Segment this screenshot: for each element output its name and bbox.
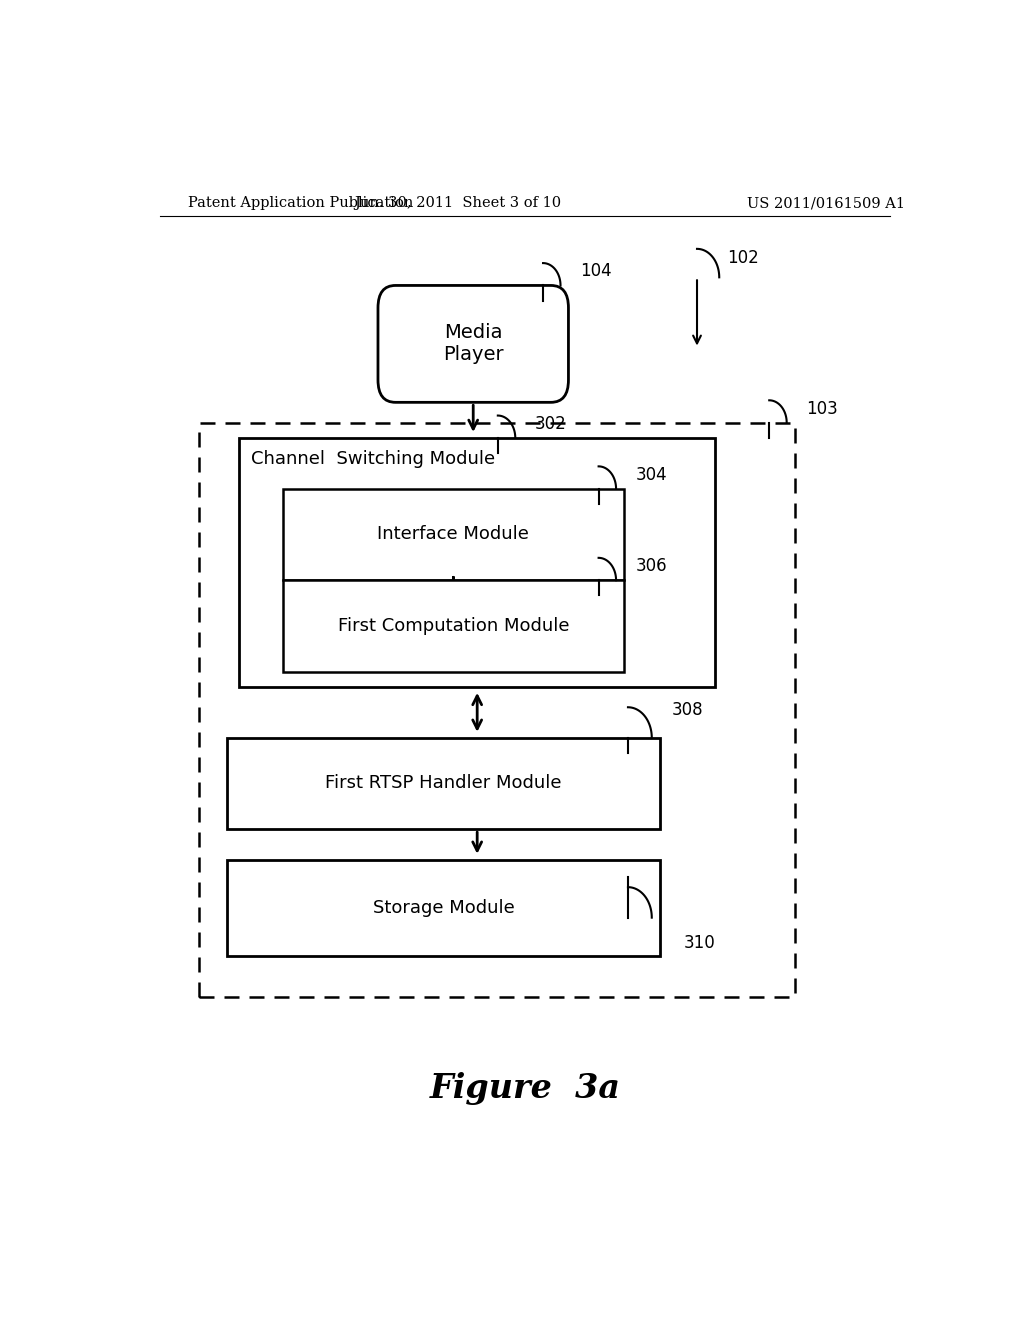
- Bar: [227, 738, 659, 829]
- Text: Channel  Switching Module: Channel Switching Module: [251, 450, 496, 469]
- Text: 103: 103: [807, 400, 839, 417]
- Text: 102: 102: [727, 249, 759, 267]
- Text: First Computation Module: First Computation Module: [338, 616, 569, 635]
- Text: First RTSP Handler Module: First RTSP Handler Module: [326, 775, 562, 792]
- Text: US 2011/0161509 A1: US 2011/0161509 A1: [748, 197, 905, 210]
- Text: Figure  3a: Figure 3a: [429, 1072, 621, 1105]
- Bar: [283, 581, 624, 672]
- Bar: [200, 422, 795, 997]
- Bar: [283, 488, 624, 581]
- Text: Jun. 30, 2011  Sheet 3 of 10: Jun. 30, 2011 Sheet 3 of 10: [353, 197, 561, 210]
- Text: 304: 304: [636, 466, 668, 483]
- Text: Storage Module: Storage Module: [373, 899, 514, 917]
- Text: 310: 310: [684, 935, 716, 952]
- Text: Interface Module: Interface Module: [378, 525, 529, 544]
- Bar: [240, 438, 715, 686]
- Text: Media
Player: Media Player: [443, 323, 504, 364]
- Text: 302: 302: [536, 414, 567, 433]
- Text: 308: 308: [672, 701, 703, 719]
- FancyBboxPatch shape: [378, 285, 568, 403]
- Text: Patent Application Publication: Patent Application Publication: [187, 197, 413, 210]
- Bar: [227, 859, 659, 956]
- Text: 104: 104: [581, 263, 612, 280]
- Text: 306: 306: [636, 557, 668, 576]
